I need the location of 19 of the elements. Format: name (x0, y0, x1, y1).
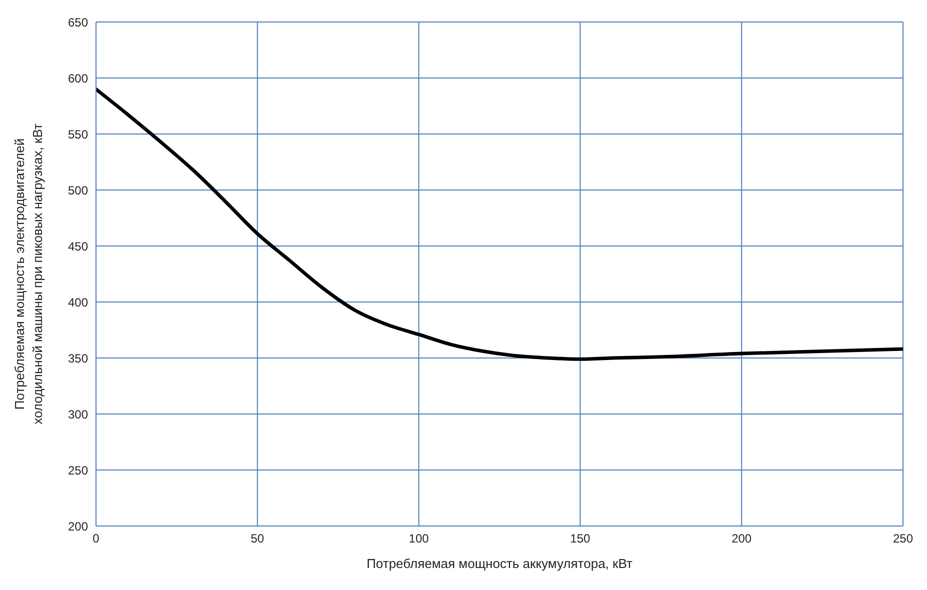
y-tick-label: 650 (68, 15, 88, 30)
x-tick-label: 100 (408, 532, 430, 546)
x-axis-title: Потребляемая мощность аккумулятора, кВт (366, 556, 632, 571)
y-tick-label: 550 (68, 127, 88, 142)
x-tick-label: 250 (892, 532, 914, 546)
x-tick-label: 50 (250, 532, 264, 546)
line-series (96, 87, 903, 361)
y-tick-label: 200 (68, 519, 88, 534)
y-axis-title: Потребляемая мощность электродвигателей холодильной машины при пиковых нагрузках, кВт (12, 124, 45, 424)
y-tick-label: 450 (68, 239, 88, 254)
x-tick-label: 0 (92, 532, 100, 546)
x-tick-label: 200 (732, 532, 752, 546)
y-tick-label: 350 (68, 351, 88, 366)
y-tick-label: 300 (68, 407, 88, 422)
y-tick-label: 400 (68, 295, 88, 310)
x-tick-label: 150 (570, 532, 591, 546)
y-tick-label: 500 (68, 183, 88, 198)
y-tick-label: 600 (68, 71, 88, 86)
y-tick-label: 250 (68, 463, 88, 478)
